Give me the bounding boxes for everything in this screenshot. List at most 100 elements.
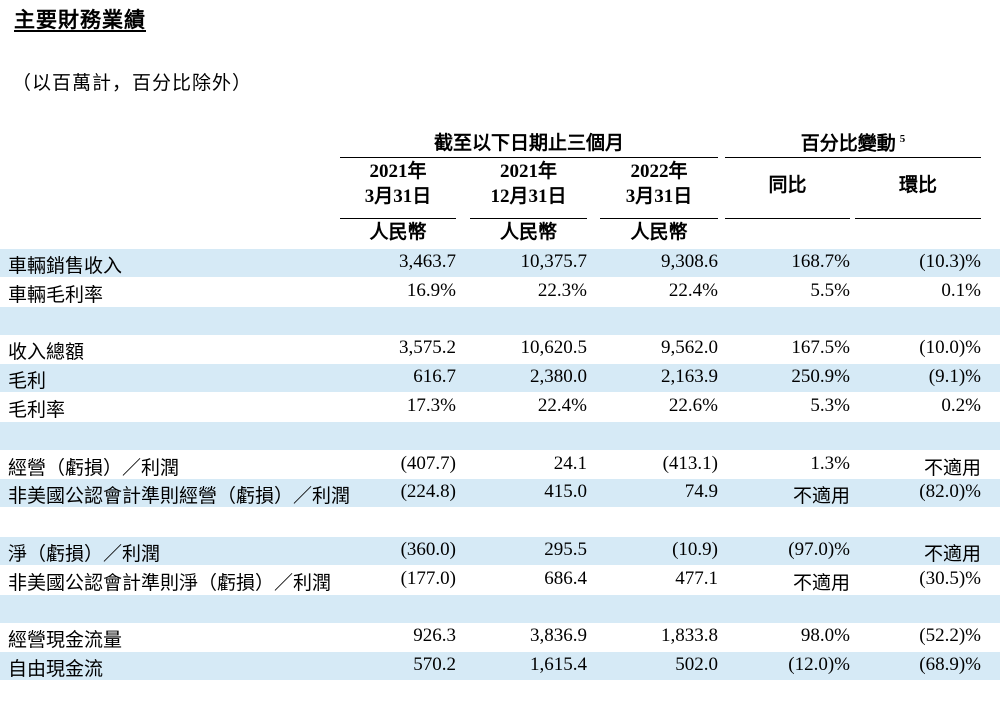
row-label: 非美國公認會計準則淨（虧損）／利潤	[8, 572, 332, 594]
change-group-header: 百分比變動 5	[800, 133, 906, 155]
spacer-row	[0, 421, 1000, 450]
row-label: 車輛銷售收入	[8, 256, 123, 277]
row-value: 17.3%	[406, 395, 456, 416]
period-group-header: 截至以下日期止三個月	[433, 133, 624, 154]
row-label: 非美國公認會計準則經營（虧損）／利潤	[8, 486, 351, 508]
table-row: 毛利率 17.3% 22.4% 22.6% 5.3% 0.2%	[0, 393, 1000, 421]
row-value: 167.5%	[791, 337, 850, 359]
row-value: (407.7)	[400, 452, 456, 474]
row-value: 5.5%	[810, 279, 850, 301]
row-value: (224.8)	[400, 481, 456, 503]
row-value: (413.1)	[662, 452, 718, 474]
table-row: 經營現金流量 926.3 3,836.9 1,833.8 98.0% (52.2)%	[0, 623, 1000, 651]
change-group-rule	[725, 157, 981, 158]
row-value: 570.2	[413, 654, 456, 676]
row-value: (177.0)	[400, 567, 456, 589]
row-label: 車輛毛利率	[8, 284, 104, 306]
row-value: 2,163.9	[661, 366, 718, 388]
row-value: 5.3%	[810, 395, 850, 416]
row-value: 10,375.7	[520, 251, 588, 272]
row-label: 淨（虧損）／利潤	[8, 544, 161, 565]
row-value: 不適用	[923, 544, 981, 565]
row-value: 22.4%	[537, 395, 587, 416]
row-value: (10.0)%	[919, 337, 981, 359]
spacer-row	[0, 594, 1000, 623]
yoy-header: 同比	[768, 175, 807, 196]
row-value: 22.3%	[537, 279, 587, 301]
row-value: 1,615.4	[530, 654, 587, 676]
row-value: 616.7	[413, 366, 456, 388]
row-value: 9,308.6	[661, 251, 718, 272]
row-value: 295.5	[544, 539, 587, 560]
spacer-row	[0, 508, 1000, 536]
row-value: 74.9	[684, 481, 718, 503]
table-row: 車輛銷售收入 3,463.7 10,375.7 9,308.6 168.7% (10.3)…	[0, 249, 1000, 277]
row-label: 經營現金流量	[8, 630, 123, 652]
column-header-3: 2022年 3月31日	[625, 161, 693, 207]
column-rule-2	[470, 218, 587, 219]
table-row: 車輛毛利率 16.9% 22.3% 22.4% 5.5% 0.1%	[0, 278, 1000, 306]
spacer-row	[0, 306, 1000, 335]
currency-label-3: 人民幣	[630, 222, 688, 243]
table-row: 毛利 616.7 2,380.0 2,163.9 250.9% (9.1)%	[0, 364, 1000, 393]
row-value: 不適用	[923, 457, 981, 479]
row-value: 3,836.9	[530, 625, 587, 647]
row-label: 毛利	[8, 371, 47, 393]
row-label: 毛利率	[8, 400, 66, 421]
row-value: 2,380.0	[530, 366, 587, 388]
row-value: 不適用	[792, 486, 850, 508]
currency-label-2: 人民幣	[499, 222, 557, 243]
row-value: (52.2)%	[919, 625, 981, 647]
row-value: 415.0	[544, 481, 587, 503]
column-header-1: 2021年 3月31日	[364, 161, 432, 207]
row-value: 3,575.2	[399, 337, 456, 359]
currency-label-1: 人民幣	[369, 222, 427, 243]
row-value: (360.0)	[400, 539, 456, 560]
period-group-rule	[340, 157, 718, 158]
row-value: (82.0)%	[919, 481, 981, 503]
row-value: 98.0%	[800, 625, 850, 647]
row-value: 168.7%	[791, 251, 850, 272]
row-value: 0.1%	[941, 279, 981, 301]
page-title: 主要財務業績	[14, 8, 146, 32]
table-row: 非美國公認會計準則淨（虧損）／利潤 (177.0) 686.4 477.1 不適用 (30…	[0, 566, 1000, 594]
row-value: 22.6%	[668, 395, 718, 416]
row-value: (12.0)%	[788, 654, 850, 676]
table-row: 淨（虧損）／利潤 (360.0) 295.5 (10.9) (97.0)% 不適用	[0, 537, 1000, 565]
qoq-rule	[855, 218, 981, 219]
row-value: (68.9)%	[919, 654, 981, 676]
row-value: 1,833.8	[661, 625, 718, 647]
row-value: (30.5)%	[919, 567, 981, 589]
row-value: (97.0)%	[788, 539, 850, 560]
row-value: 502.0	[675, 654, 718, 676]
row-value: 477.1	[675, 567, 718, 589]
yoy-rule	[725, 218, 850, 219]
table-row: 經營（虧損）／利潤 (407.7) 24.1 (413.1) 1.3% 不適用	[0, 451, 1000, 479]
row-value: (10.9)	[672, 539, 718, 560]
row-value: 不適用	[792, 572, 850, 594]
row-value: 22.4%	[668, 279, 718, 301]
row-value: 0.2%	[941, 395, 981, 416]
table-row: 自由現金流 570.2 1,615.4 502.0 (12.0)% (68.9)%	[0, 652, 1000, 681]
row-value: (9.1)%	[928, 366, 981, 388]
qoq-header: 環比	[898, 175, 937, 196]
footnote-marker: 5	[899, 133, 906, 145]
column-header-2: 2021年 12月31日	[490, 161, 567, 207]
units-note: （以百萬計，百分比除外）	[12, 73, 253, 94]
row-value: 926.3	[413, 625, 456, 647]
row-label: 收入總額	[8, 342, 85, 364]
row-value: 24.1	[553, 452, 587, 474]
row-label: 自由現金流	[8, 659, 104, 681]
row-value: 3,463.7	[399, 251, 456, 272]
column-rule-1	[340, 218, 456, 219]
row-value: 1.3%	[810, 452, 850, 474]
column-rule-3	[600, 218, 718, 219]
row-value: 16.9%	[406, 279, 456, 301]
row-value: 686.4	[544, 567, 587, 589]
table-row: 收入總額 3,575.2 10,620.5 9,562.0 167.5% (10.0)%	[0, 335, 1000, 363]
row-value: 9,562.0	[661, 337, 718, 359]
row-value: (10.3)%	[919, 251, 981, 272]
row-value: 10,620.5	[520, 337, 588, 359]
row-label: 經營（虧損）／利潤	[8, 457, 180, 479]
row-value: 250.9%	[791, 366, 850, 388]
